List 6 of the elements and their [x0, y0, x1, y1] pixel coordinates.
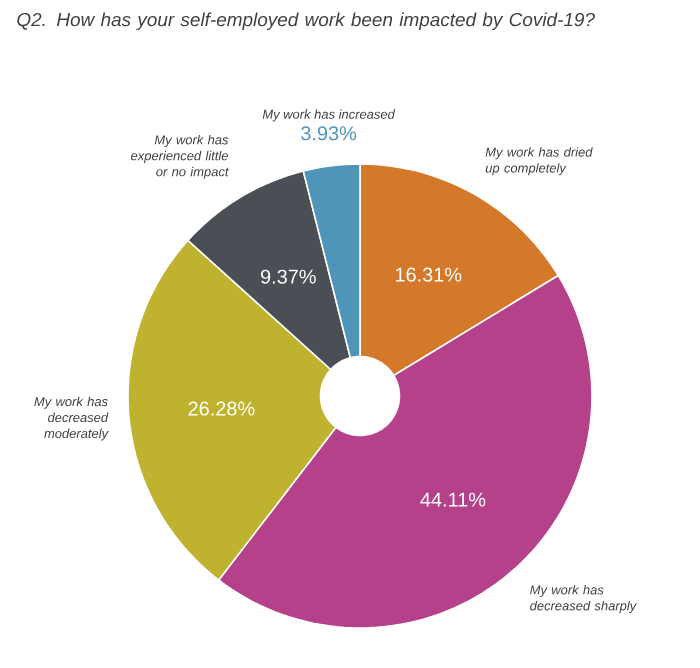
data-label: 9.37% [260, 269, 316, 284]
data-label: 44.11% [420, 492, 486, 507]
data-label: 26.28% [188, 401, 255, 416]
chart-title: Q2. How has your self-employed work been impacted by Covid-19? [17, 12, 595, 31]
data-label: 16.31% [395, 267, 462, 282]
data-label: 3.93% [301, 126, 357, 141]
